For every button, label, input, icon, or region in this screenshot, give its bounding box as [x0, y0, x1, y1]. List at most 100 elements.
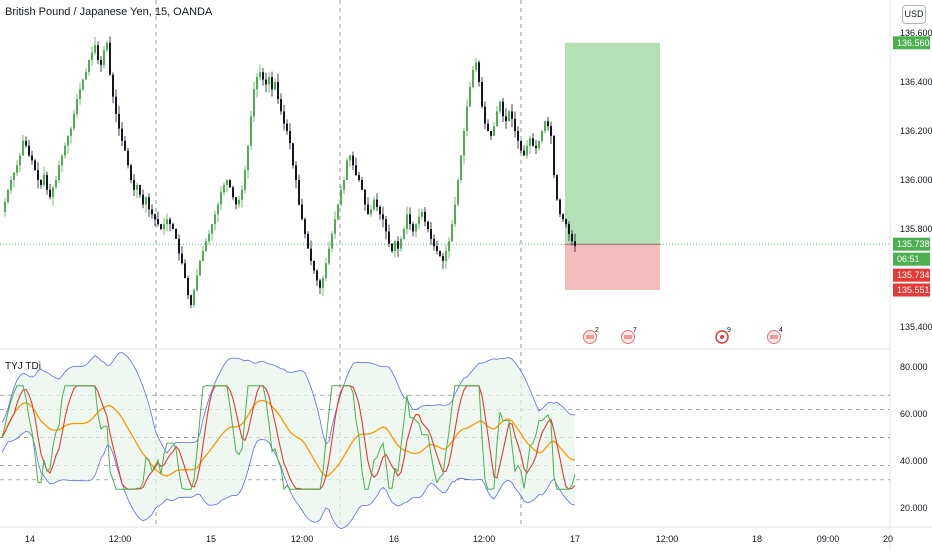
candle-body	[496, 111, 498, 127]
candle-body	[277, 82, 279, 100]
candle-body	[238, 199, 240, 205]
candle-body	[127, 150, 129, 166]
events-layer[interactable]: 2 7 9 4	[583, 327, 784, 344]
event-marker[interactable]: 2	[583, 327, 600, 344]
candle-body	[250, 116, 252, 146]
candle-body	[106, 42, 108, 51]
candle-body	[559, 199, 561, 215]
candle-body	[253, 89, 255, 117]
event-marker[interactable]: 4	[767, 327, 784, 344]
currency-button[interactable]: USD	[902, 5, 926, 24]
event-marker[interactable]: 9	[715, 327, 731, 344]
candle-body	[355, 165, 357, 176]
candle-body	[52, 187, 54, 198]
time-tick-label: 12:00	[291, 534, 314, 544]
candle-body	[400, 238, 402, 249]
tdi-indicator	[0, 352, 890, 530]
candle-body	[241, 189, 243, 200]
candle-body	[136, 184, 138, 190]
tdi-tick-label: 20.000	[900, 503, 928, 513]
candle-body	[415, 224, 417, 232]
time-tick-label: 15	[206, 534, 216, 544]
candle-body	[313, 260, 315, 271]
candle-body	[430, 229, 432, 239]
candle-body	[514, 118, 516, 131]
candle-body	[133, 180, 135, 190]
candle-body	[445, 251, 447, 261]
candle-body	[478, 62, 480, 82]
tdi-tick-label: 80.000	[900, 362, 928, 372]
candle-body	[226, 180, 228, 185]
candle-body	[316, 270, 318, 281]
price-tick-label: 135.400	[900, 322, 932, 332]
candle-body	[322, 278, 324, 288]
price-tick-label: 135.800	[900, 224, 932, 234]
candle-body	[22, 140, 24, 156]
loss-zone[interactable]	[565, 244, 660, 291]
candle-body	[28, 145, 30, 156]
candle-body	[16, 165, 18, 173]
candle-body	[382, 214, 384, 220]
candle-body	[25, 140, 27, 146]
candle-body	[520, 140, 522, 151]
candle-body	[304, 219, 306, 234]
candle-body	[331, 233, 333, 249]
candle-body	[166, 219, 168, 225]
candle-body	[499, 101, 501, 112]
candle-body	[202, 251, 204, 261]
candle-body	[214, 214, 216, 225]
candle-body	[394, 241, 396, 252]
candle-body	[397, 241, 399, 249]
candle-body	[346, 160, 348, 180]
candle-body	[388, 231, 390, 244]
tdi-band-fill	[2, 352, 575, 529]
candle-body	[490, 131, 492, 136]
profit-zone[interactable]	[565, 42, 660, 245]
candle-body	[376, 199, 378, 207]
candle-body	[547, 121, 549, 127]
time-tick-label: 16	[389, 534, 399, 544]
candle-body	[406, 214, 408, 229]
price-tag-bg	[893, 36, 930, 50]
candle-body	[205, 241, 207, 252]
candle-body	[343, 180, 345, 190]
event-marker[interactable]: 7	[621, 327, 638, 344]
candle-body	[511, 111, 513, 119]
candle-body	[19, 155, 21, 166]
candle-body	[337, 204, 339, 220]
candle-body	[163, 224, 165, 229]
candle-body	[64, 145, 66, 156]
candle-body	[493, 126, 495, 136]
candle-body	[505, 116, 507, 122]
candle-body	[223, 184, 225, 193]
candle-body	[211, 224, 213, 234]
candle-body	[139, 184, 141, 195]
candle-body	[190, 295, 192, 305]
candle-body	[538, 140, 540, 149]
long-position-tool[interactable]	[565, 42, 660, 291]
candle-body	[85, 72, 87, 80]
candle-body	[310, 248, 312, 261]
candle-body	[61, 155, 63, 166]
candle-body	[463, 131, 465, 156]
candle-body	[529, 138, 531, 146]
event-badge: 2	[595, 327, 599, 334]
candle-body	[199, 260, 201, 276]
event-icon-flag	[770, 335, 778, 339]
candle-body	[91, 52, 93, 60]
candle-body	[247, 145, 249, 171]
axes: 136.600 136.400 136.200 136.000 135.800 135.4…	[25, 28, 932, 544]
candle-body	[112, 74, 114, 97]
price-tag: 135.734	[893, 268, 930, 282]
candle-body	[307, 233, 309, 249]
candle-body	[367, 204, 369, 215]
candle-body	[487, 123, 489, 131]
price-tag: 136.560	[893, 36, 930, 50]
candle-body	[280, 99, 282, 112]
candle-body	[229, 180, 231, 188]
candle-body	[40, 180, 42, 185]
candle-body	[532, 138, 534, 146]
